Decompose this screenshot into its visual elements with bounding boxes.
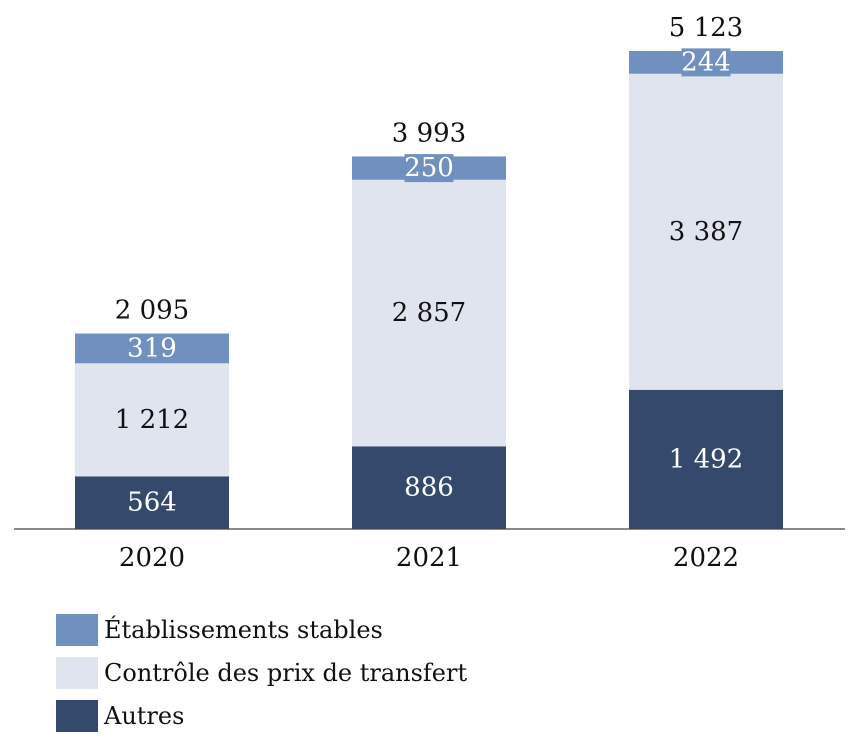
x-tick-label-2022: 2022 [673, 543, 739, 573]
chart-legend: Établissements stables Contrôle des prix… [56, 608, 467, 737]
bar-value-label-2021-2: 250 [404, 153, 454, 183]
legend-item-etablissements-stables: Établissements stables [56, 608, 467, 651]
legend-swatch-etablissements-stables [56, 613, 98, 646]
bar-label-box-2022 [681, 48, 731, 77]
stacked-bar-chart: 564 1 212 319 2 095 2020 886 2 857 250 3 993 2021… [14, 13, 845, 573]
legend-swatch-controle-prix-transfert [56, 656, 98, 689]
bar-value-label-2020-1: 1 212 [115, 405, 189, 435]
bar-segment-2020-1 [75, 363, 229, 477]
legend-label: Autres [104, 701, 185, 730]
bar-segment-2021-0 [352, 446, 506, 529]
bar-segment-2022-0 [629, 389, 783, 529]
bar-segment-2022-1 [629, 73, 783, 390]
x-tick-label-2021: 2021 [396, 543, 462, 573]
legend-label: Établissements stables [104, 615, 383, 644]
legend-item-autres: Autres [56, 694, 467, 737]
bar-value-label-2020-0: 564 [127, 488, 177, 518]
legend-swatch-autres [56, 699, 98, 732]
bar-label-box-2020 [127, 334, 177, 363]
bar-label-box-2021 [404, 154, 454, 183]
bar-value-label-2020-2: 319 [127, 333, 177, 363]
x-tick-label-2020: 2020 [119, 543, 185, 573]
bar-total-label-2021: 3 993 [392, 118, 466, 148]
bar-total-label-2022: 5 123 [669, 13, 743, 43]
bar-value-label-2021-1: 2 857 [392, 298, 466, 328]
legend-item-controle-prix-transfert: Contrôle des prix de transfert [56, 651, 467, 694]
legend-label: Contrôle des prix de transfert [104, 658, 468, 687]
bar-segment-2021-1 [352, 179, 506, 447]
bar-value-label-2022-0: 1 492 [669, 444, 743, 474]
bar-total-label-2020: 2 095 [115, 296, 189, 326]
bar-value-label-2022-1: 3 387 [669, 217, 743, 247]
bar-segment-2020-0 [75, 476, 229, 529]
bar-value-label-2021-0: 886 [404, 473, 454, 503]
bar-value-label-2022-2: 244 [681, 47, 731, 77]
